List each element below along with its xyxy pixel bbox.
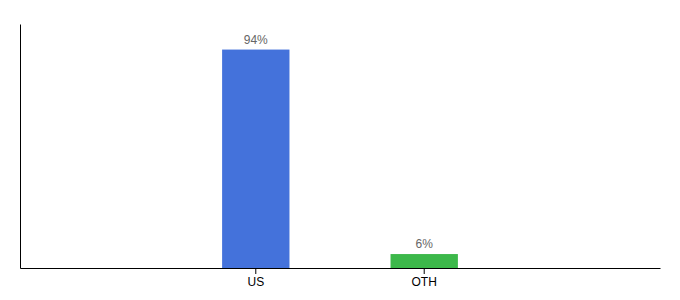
data-label: 6% bbox=[416, 237, 434, 251]
data-label: 94% bbox=[244, 33, 268, 47]
chart-svg: US OTH 94% 6% bbox=[0, 0, 680, 300]
chart-container: US OTH 94% 6% bbox=[0, 0, 680, 300]
x-axis: US OTH bbox=[21, 268, 661, 289]
data-labels: 94% 6% bbox=[244, 33, 433, 251]
x-tick-mark bbox=[424, 268, 425, 274]
plot-area: US OTH 94% 6% bbox=[21, 25, 661, 289]
x-tick: OTH bbox=[412, 268, 437, 289]
x-tick-mark bbox=[255, 268, 256, 274]
x-tick-label: OTH bbox=[412, 275, 437, 289]
y-axis bbox=[20, 25, 21, 269]
x-tick: US bbox=[247, 268, 264, 289]
bars bbox=[222, 50, 458, 268]
bar bbox=[222, 50, 289, 268]
y-axis-line bbox=[20, 25, 21, 269]
bar bbox=[391, 254, 458, 268]
x-axis-line bbox=[21, 268, 661, 269]
x-tick-label: US bbox=[247, 275, 264, 289]
